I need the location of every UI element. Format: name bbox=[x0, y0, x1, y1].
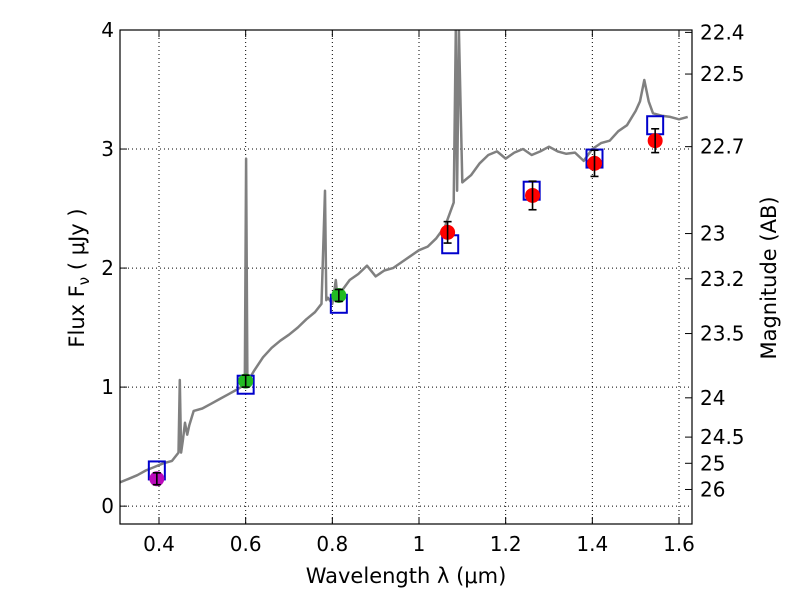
x-tick-label: 0.6 bbox=[230, 532, 262, 556]
right-tick-label: 23.2 bbox=[700, 267, 745, 291]
y-axis-label: Flux Fν ( μJy ) bbox=[65, 208, 93, 347]
spectrum-layer bbox=[120, 30, 689, 484]
x-axis-label: Wavelength λ (μm) bbox=[306, 564, 507, 588]
right-tick-label: 22.7 bbox=[700, 135, 745, 159]
observed-points bbox=[149, 128, 663, 487]
y-tick-label: 3 bbox=[101, 137, 114, 161]
x-tick-label: 1.2 bbox=[490, 532, 522, 556]
grid-lines bbox=[120, 29, 692, 524]
spectrum-line bbox=[120, 30, 689, 484]
x-tick-label: 1.6 bbox=[663, 532, 695, 556]
right-tick-label: 24 bbox=[700, 386, 725, 410]
x-tick-label: 1.4 bbox=[576, 532, 608, 556]
plot-frame bbox=[119, 29, 693, 525]
x-tick-label: 0.8 bbox=[316, 532, 348, 556]
model-photometry-boxes bbox=[147, 115, 665, 481]
y-tick-label: 4 bbox=[101, 18, 114, 42]
y-axis-label-units: ( μJy ) bbox=[65, 208, 89, 276]
y-axis-label-subscript: ν bbox=[75, 277, 93, 285]
y-tick-label: 1 bbox=[101, 375, 114, 399]
right-tick-label: 25 bbox=[700, 451, 725, 475]
x-axis-ticks: 0.4 0.6 0.8 1 1.2 1.4 1.6 bbox=[143, 30, 695, 556]
right-axis-label: Magnitude (AB) bbox=[757, 196, 781, 359]
right-tick-label: 22.5 bbox=[700, 62, 745, 86]
x-tick-label: 0.4 bbox=[143, 532, 175, 556]
y-axis-ticks: 0 1 2 3 4 bbox=[101, 18, 127, 518]
right-tick-label: 23 bbox=[700, 222, 725, 246]
y-tick-label: 2 bbox=[101, 256, 114, 280]
y-tick-label: 0 bbox=[101, 494, 114, 518]
x-tick-label: 1 bbox=[413, 532, 426, 556]
right-tick-label: 22.4 bbox=[700, 20, 745, 44]
right-tick-label: 23.5 bbox=[700, 322, 745, 346]
right-tick-label: 24.5 bbox=[700, 425, 745, 449]
right-tick-label: 26 bbox=[700, 477, 725, 501]
y-axis-label-main: Flux F bbox=[65, 285, 89, 347]
